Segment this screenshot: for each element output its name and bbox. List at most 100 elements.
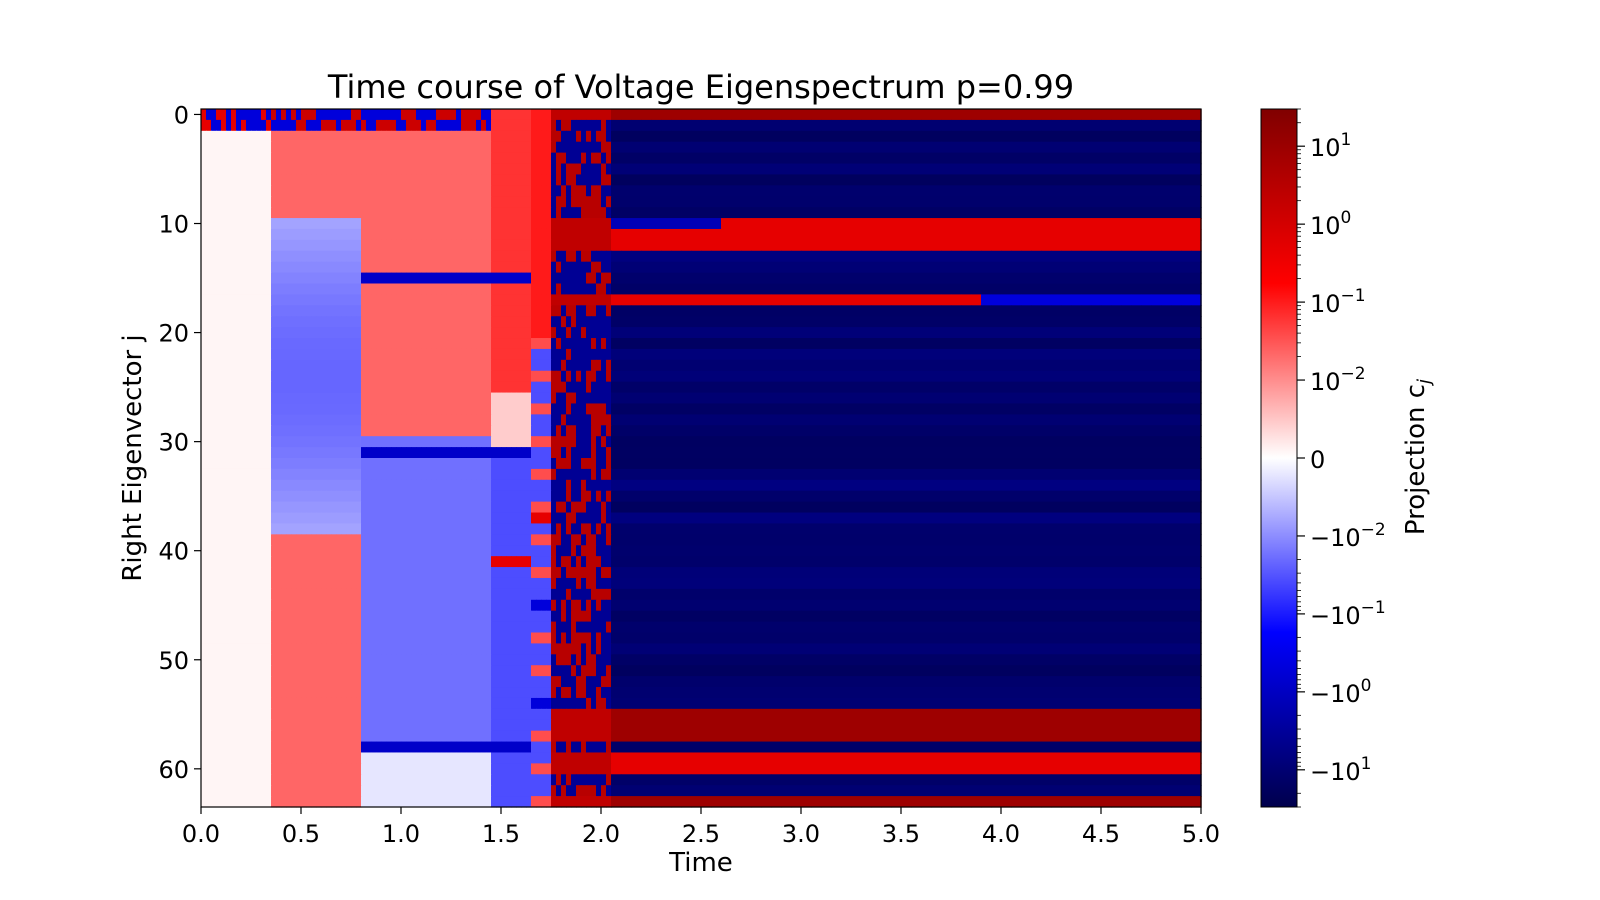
heatmap-cell — [541, 468, 547, 481]
heatmap-cell — [396, 283, 402, 296]
heatmap-cell — [406, 414, 412, 426]
heatmap-cell — [661, 196, 672, 208]
heatmap-cell — [301, 152, 307, 165]
heatmap-cell — [941, 152, 952, 165]
heatmap-cell — [631, 196, 642, 208]
heatmap-cell — [466, 283, 472, 296]
heatmap-cell — [596, 403, 602, 415]
heatmap-cell — [606, 272, 612, 285]
heatmap-cell — [456, 141, 462, 154]
heatmap-cell — [456, 468, 462, 481]
heatmap-cell — [451, 163, 457, 176]
heatmap-cell — [556, 130, 562, 143]
heatmap-cell — [546, 370, 552, 383]
heatmap-cell — [831, 305, 842, 317]
heatmap-cell — [306, 207, 312, 219]
heatmap-cell — [256, 250, 262, 263]
heatmap-cell — [1101, 272, 1112, 285]
heatmap-cell — [216, 359, 222, 372]
heatmap-cell — [201, 239, 207, 252]
heatmap-cell — [501, 479, 507, 492]
heatmap-cell — [331, 294, 337, 306]
heatmap-cell — [301, 141, 307, 154]
heatmap-cell — [476, 207, 482, 219]
heatmap-cell — [501, 228, 507, 241]
heatmap-cell — [1161, 305, 1172, 317]
heatmap-cell — [561, 250, 567, 263]
heatmap-cell — [961, 109, 972, 121]
heatmap-cell — [1081, 207, 1092, 219]
heatmap-cell — [1081, 479, 1092, 492]
heatmap-cell — [296, 163, 302, 176]
heatmap-cell — [556, 348, 562, 361]
heatmap-cell — [1031, 403, 1042, 415]
heatmap-cell — [401, 338, 407, 350]
heatmap-cell — [211, 425, 217, 437]
heatmap-cell — [571, 109, 577, 121]
heatmap-cell — [811, 152, 822, 165]
heatmap-cell — [316, 228, 322, 241]
heatmap-cell — [541, 316, 547, 328]
heatmap-cell — [871, 348, 882, 361]
heatmap-cell — [281, 218, 287, 230]
heatmap-cell — [451, 414, 457, 426]
heatmap-cell — [781, 425, 792, 437]
heatmap-cell — [971, 109, 982, 121]
heatmap-cell — [356, 228, 362, 241]
heatmap-cell — [681, 327, 692, 339]
heatmap-cell — [781, 294, 792, 306]
heatmap-cell — [501, 305, 507, 317]
heatmap-cell — [201, 207, 207, 219]
heatmap-cell — [461, 119, 467, 132]
heatmap-cell — [516, 305, 522, 317]
heatmap-cell — [521, 316, 527, 328]
heatmap-cell — [446, 294, 452, 306]
heatmap-cell — [1111, 316, 1122, 328]
heatmap-cell — [921, 239, 932, 252]
heatmap-cell — [771, 348, 782, 361]
heatmap-cell — [531, 218, 537, 230]
heatmap-cell — [601, 370, 607, 383]
heatmap-cell — [851, 447, 862, 459]
heatmap-cell — [526, 468, 532, 481]
heatmap-cell — [431, 447, 437, 459]
heatmap-cell — [1101, 228, 1112, 241]
heatmap-cell — [206, 283, 212, 296]
heatmap-cell — [1061, 381, 1072, 394]
heatmap-cell — [276, 479, 282, 492]
heatmap-cell — [291, 218, 297, 230]
heatmap-cell — [581, 348, 587, 361]
heatmap-cell — [871, 370, 882, 383]
heatmap-cell — [361, 130, 367, 143]
heatmap-cell — [251, 174, 257, 186]
heatmap-cell — [741, 207, 752, 219]
heatmap-cell — [1181, 338, 1192, 350]
heatmap-cell — [396, 250, 402, 263]
heatmap-cell — [206, 163, 212, 176]
heatmap-cell — [891, 425, 902, 437]
heatmap-cell — [731, 294, 742, 306]
heatmap-cell — [871, 152, 882, 165]
heatmap-cell — [466, 447, 472, 459]
heatmap-cell — [1171, 283, 1182, 296]
heatmap-cell — [356, 174, 362, 186]
heatmap-cell — [681, 403, 692, 415]
heatmap-cell — [586, 228, 592, 241]
heatmap-cell — [971, 163, 982, 176]
heatmap-cell — [386, 458, 392, 470]
heatmap-cell — [491, 468, 497, 481]
heatmap-cell — [371, 338, 377, 350]
heatmap-cell — [1131, 403, 1142, 415]
heatmap-cell — [211, 370, 217, 383]
heatmap-cell — [1171, 261, 1182, 274]
heatmap-cell — [561, 119, 567, 132]
heatmap-cell — [551, 141, 557, 154]
heatmap-cell — [1191, 370, 1202, 383]
heatmap-cell — [891, 250, 902, 263]
heatmap-cell — [316, 316, 322, 328]
heatmap-cell — [711, 338, 722, 350]
heatmap-cell — [506, 283, 512, 296]
heatmap-cell — [206, 218, 212, 230]
heatmap-cell — [201, 218, 207, 230]
heatmap-cell — [286, 196, 292, 208]
